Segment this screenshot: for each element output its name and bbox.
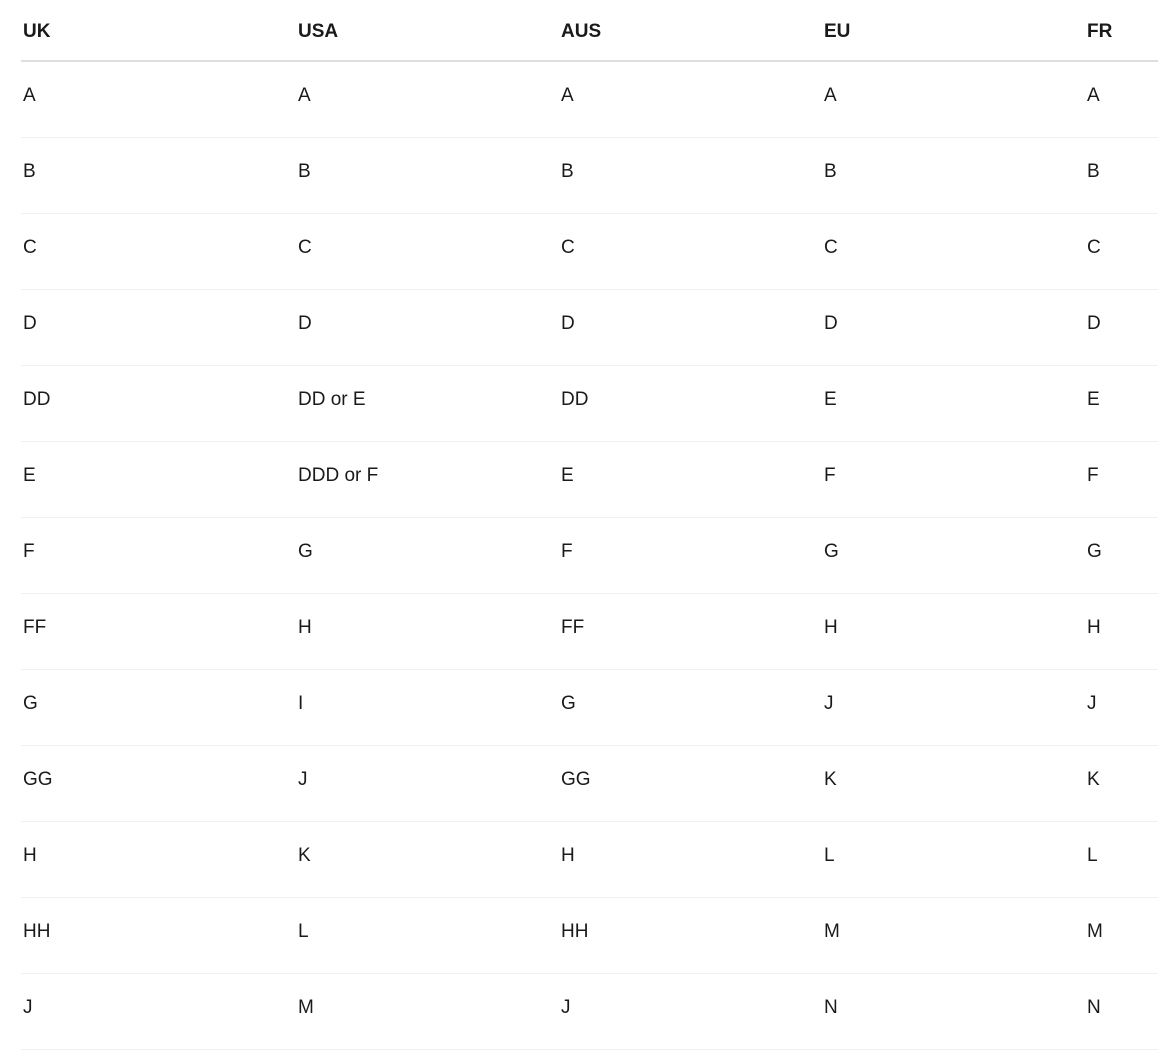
- table-cell: GG: [21, 745, 296, 822]
- table-cell: E: [21, 441, 296, 518]
- table-row: GG J GG K K: [21, 745, 1158, 822]
- table-cell: B: [822, 137, 1085, 214]
- table-cell: H: [559, 821, 822, 898]
- table-cell: G: [296, 517, 559, 594]
- table-cell: H: [296, 593, 559, 670]
- table-cell: E: [822, 365, 1085, 442]
- table-cell: J: [1085, 669, 1158, 746]
- table-cell: F: [559, 517, 822, 594]
- table-cell: K: [1085, 745, 1158, 822]
- column-header-usa: USA: [296, 0, 559, 62]
- table-cell: C: [296, 213, 559, 290]
- table-cell: G: [21, 669, 296, 746]
- table-row: HH L HH M M: [21, 897, 1158, 974]
- table-cell: F: [1085, 441, 1158, 518]
- table-cell: HH: [21, 897, 296, 974]
- table-cell: J: [822, 669, 1085, 746]
- table-cell: D: [822, 289, 1085, 366]
- table-cell: M: [1085, 897, 1158, 974]
- table-cell: J: [296, 745, 559, 822]
- table-row: DD DD or E DD E E: [21, 365, 1158, 442]
- table-cell: K: [822, 745, 1085, 822]
- table-cell: I: [296, 669, 559, 746]
- table-cell: A: [559, 61, 822, 138]
- table-cell: B: [21, 137, 296, 214]
- table-cell: A: [822, 61, 1085, 138]
- table-cell: FF: [559, 593, 822, 670]
- table-cell: F: [822, 441, 1085, 518]
- table-cell: L: [1085, 821, 1158, 898]
- table-cell: N: [1085, 973, 1158, 1050]
- table-cell: A: [296, 61, 559, 138]
- table-cell: D: [21, 289, 296, 366]
- table-cell: C: [559, 213, 822, 290]
- table-cell: HH: [559, 897, 822, 974]
- table-cell: C: [21, 213, 296, 290]
- header-row: UK USA AUS EU FR: [21, 0, 1158, 62]
- table-cell: B: [559, 137, 822, 214]
- table-cell: D: [1085, 289, 1158, 366]
- table-cell: J: [559, 973, 822, 1050]
- table-cell: DD: [559, 365, 822, 442]
- table-row: FF H FF H H: [21, 593, 1158, 670]
- table-cell: H: [1085, 593, 1158, 670]
- table-cell: H: [822, 593, 1085, 670]
- column-header-aus: AUS: [559, 0, 822, 62]
- table-cell: A: [21, 61, 296, 138]
- table-cell: H: [21, 821, 296, 898]
- column-header-fr: FR: [1085, 0, 1158, 62]
- table-cell: G: [559, 669, 822, 746]
- table-cell: D: [559, 289, 822, 366]
- table-cell: G: [1085, 517, 1158, 594]
- table-cell: M: [822, 897, 1085, 974]
- table-cell: B: [296, 137, 559, 214]
- table-cell: A: [1085, 61, 1158, 138]
- table-cell: DDD or F: [296, 441, 559, 518]
- table-cell: C: [1085, 213, 1158, 290]
- table-cell: K: [296, 821, 559, 898]
- table-cell: L: [296, 897, 559, 974]
- table-cell: B: [1085, 137, 1158, 214]
- table-cell: N: [822, 973, 1085, 1050]
- table-cell: L: [822, 821, 1085, 898]
- column-header-eu: EU: [822, 0, 1085, 62]
- table-cell: F: [21, 517, 296, 594]
- table-cell: D: [296, 289, 559, 366]
- table-cell: FF: [21, 593, 296, 670]
- table-cell: GG: [559, 745, 822, 822]
- table-cell: DD or E: [296, 365, 559, 442]
- column-header-uk: UK: [21, 0, 296, 62]
- cup-size-conversion-table: UK USA AUS EU FR A A A A A B B B B B C C C C C D D D D D DD DD or…: [21, 0, 1158, 1050]
- table-cell: J: [21, 973, 296, 1050]
- table-cell: E: [559, 441, 822, 518]
- table-cell: C: [822, 213, 1085, 290]
- table-cell: M: [296, 973, 559, 1050]
- table-cell: DD: [21, 365, 296, 442]
- table-cell: E: [1085, 365, 1158, 442]
- table-cell: G: [822, 517, 1085, 594]
